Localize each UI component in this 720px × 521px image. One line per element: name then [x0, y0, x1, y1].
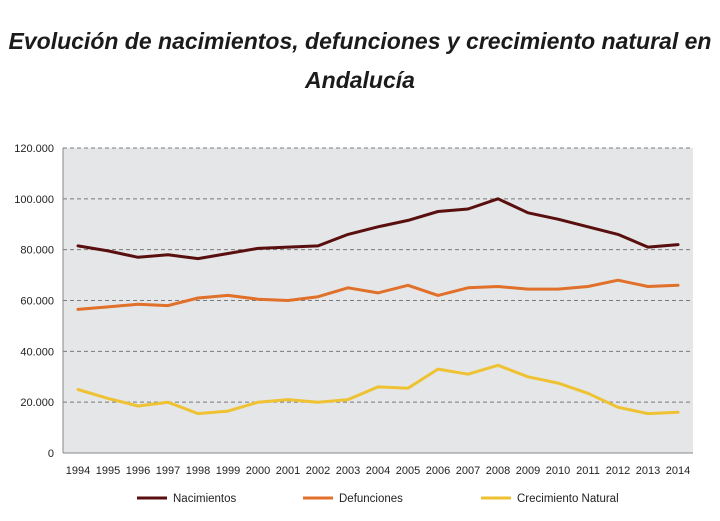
x-tick-label: 2005	[396, 465, 420, 477]
y-tick-label: 20.000	[20, 397, 54, 409]
x-tick-label: 2009	[516, 465, 540, 477]
x-tick-label: 2006	[426, 465, 450, 477]
x-tick-label: 2014	[666, 465, 690, 477]
legend-label-nacimientos: Nacimientos	[173, 493, 237, 505]
legend-label-crecimiento-natural: Crecimiento Natural	[517, 493, 619, 505]
x-tick-label: 1995	[96, 465, 120, 477]
y-tick-label: 60.000	[20, 296, 54, 308]
y-tick-label: 0	[48, 448, 54, 460]
x-tick-label: 2013	[636, 465, 660, 477]
x-tick-label: 1994	[66, 465, 90, 477]
y-tick-label: 100.000	[14, 194, 54, 206]
gridlines	[62, 147, 693, 454]
chart-title: Evolución de nacimientos, defunciones y …	[8, 28, 712, 93]
legend: Nacimientos Defunciones Crecimiento Natura…	[137, 493, 619, 505]
x-tick-label: 1999	[216, 465, 240, 477]
y-tick-label: 80.000	[20, 245, 54, 257]
x-tick-label: 2004	[366, 465, 390, 477]
x-tick-label: 2001	[276, 465, 300, 477]
x-axis-ticks: 1994 1995 1996 1997 1998 1999 2000 2001 2002 2003…	[66, 465, 690, 477]
x-tick-label: 2011	[576, 465, 600, 477]
series-line-defunciones	[76, 278, 680, 311]
y-tick-label: 120.000	[14, 143, 54, 155]
series-line-nacimientos	[76, 197, 680, 261]
y-tick-label: 40.000	[20, 346, 54, 358]
x-tick-label: 2012	[606, 465, 630, 477]
x-tick-label: 2000	[246, 465, 270, 477]
legend-label-defunciones: Defunciones	[339, 493, 403, 505]
y-axis-ticks: 0 20.000 40.000 60.000 80.000 100.000 120.000	[14, 143, 54, 460]
series-line-crecimiento-natural	[76, 363, 680, 416]
x-tick-label: 2003	[336, 465, 360, 477]
series-lines	[76, 197, 680, 416]
x-tick-label: 2002	[306, 465, 330, 477]
x-tick-label: 1996	[126, 465, 150, 477]
x-tick-label: 1997	[156, 465, 180, 477]
x-tick-label: 2008	[486, 465, 510, 477]
x-tick-label: 2007	[456, 465, 480, 477]
x-tick-label: 1998	[186, 465, 210, 477]
x-tick-label: 2010	[546, 465, 570, 477]
